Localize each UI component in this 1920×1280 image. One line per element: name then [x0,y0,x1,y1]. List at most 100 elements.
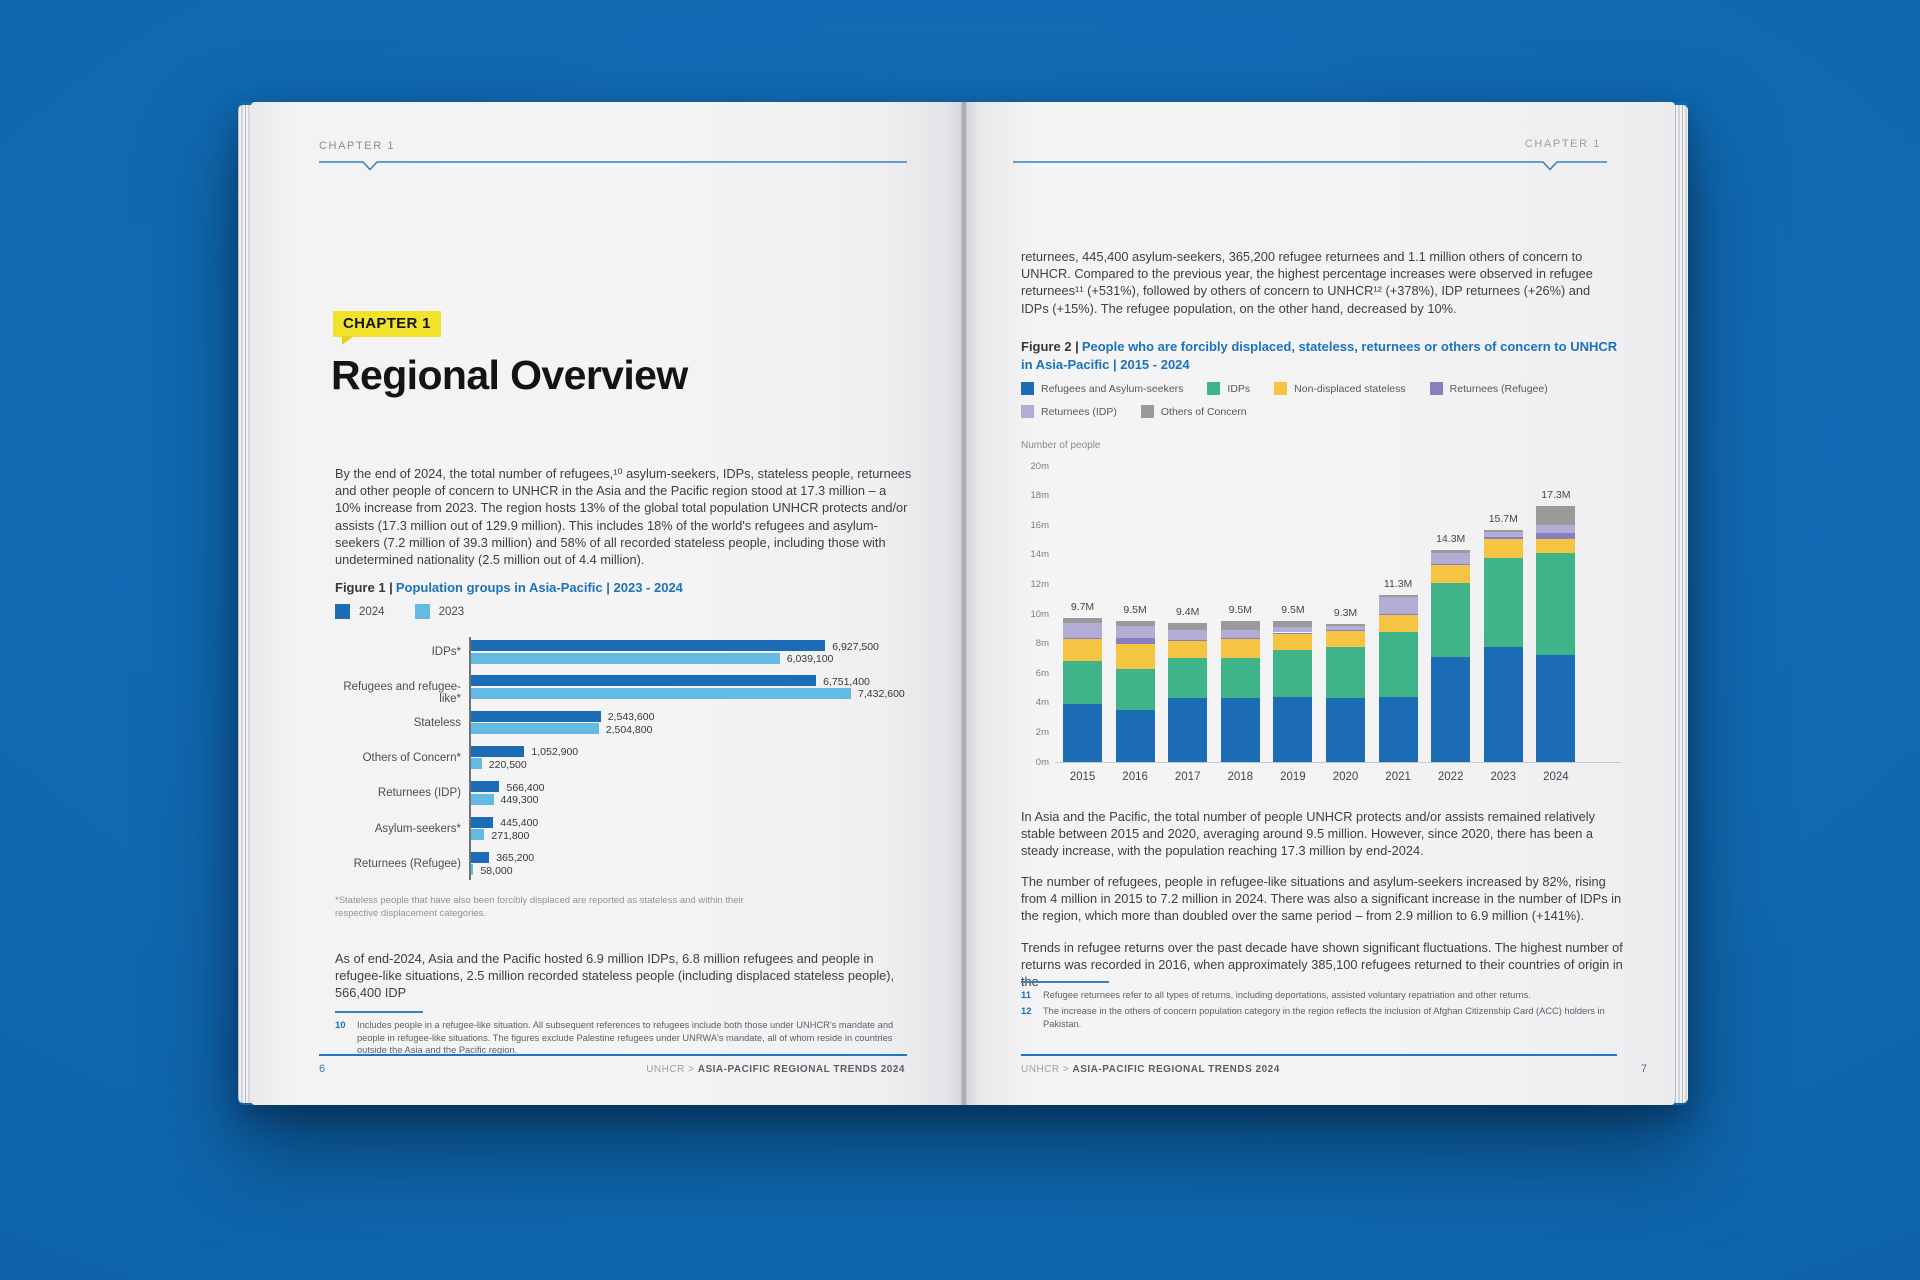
x-tick-label: 2017 [1174,771,1201,783]
bar-segment-Returnees (IDP) [1431,552,1471,564]
value-label: 6,039,100 [786,653,834,665]
page-stack-right [1675,105,1688,1103]
x-tick-label: 2016 [1122,771,1148,783]
footnote-text: The increase in the others of concern po… [1043,1006,1605,1029]
legend-swatch-2024 [335,604,350,619]
bar-segment-Others of Concern [1115,621,1155,626]
bar-segment-Returnees (Refugee) [1063,637,1102,639]
value-label: 6,927,500 [832,640,879,653]
figure2-legend-item: IDPs [1207,382,1250,395]
running-head: CHAPTER 1 [319,140,396,152]
bar-total-label: 9.5M [1228,604,1252,617]
bar-segment-IDPs [1168,657,1208,699]
legend-label: 2024 [359,605,385,618]
y-tick-label: 8m [1035,638,1049,650]
bar-segment-IDPs [1483,557,1523,647]
bar-total-label: 9.3M [1333,607,1358,620]
bar-total-label: 9.5M [1281,604,1305,617]
page-number: 7 [1640,1063,1647,1075]
running-head: CHAPTER 1 [1524,138,1601,150]
x-axis-baseline [1055,762,1621,763]
bar-segment-Non-displaced stateless [1168,641,1208,658]
x-tick-label: 2019 [1280,771,1306,783]
bar-total-label: 15.7M [1488,512,1518,525]
value-label: 365,200 [496,852,535,865]
bar-2023 [470,652,780,664]
value-label: 449,300 [500,794,539,807]
legend-swatch-2023 [414,604,430,619]
bar-segment-IDPs [1273,649,1313,697]
figure1-axis-line [469,637,471,880]
header-rule [319,161,907,171]
value-label: 445,400 [500,817,539,829]
x-tick-label: 2024 [1543,771,1569,783]
bar-segment-Others of Concern [1378,594,1418,598]
figure1-caption-prefix: Figure 1 | [335,580,393,595]
legend-swatch [1140,405,1154,418]
bar-segment-Returnees (IDP) [1220,630,1260,639]
figure2-legend-item: Returnees (IDP) [1021,405,1117,418]
body-paragraph-3: Trends in refugee returns over the past … [1021,940,1623,989]
footnote-number: 10 [335,1019,346,1031]
bar-segment-IDPs [1536,553,1576,656]
y-tick-label: 16m [1030,519,1049,531]
bar-total-label: 17.3M [1541,488,1571,501]
category-label: IDPs* [431,646,461,658]
value-label: 7,432,600 [858,688,905,701]
bar-segment-Non-displaced stateless [1220,639,1260,659]
bar-segment-Returnees (Refugee) [1431,563,1471,565]
figure1-caption: Figure 1 | Population groups in Asia-Paci… [335,579,683,597]
footnote-12: 12 The increase in the others of concern… [1021,1005,1641,1030]
legend-swatch [1274,382,1288,395]
figure1-bar-chart: IDPs* 6,927,500 6,039,100 Refugees and refu… [335,635,929,883]
figure2-stacked-chart: 20m 18m 16m 14m 12m 10m 8m 6m 4m 2m 0m 9.7M 2015 9.5M… [1021,454,1629,800]
bar-total-label: 9.5M [1123,604,1147,617]
footnote-separator [335,1011,423,1013]
figure1-legend: 2024 2023 [335,604,494,619]
bar-segment-Returnees (IDP) [1483,531,1523,538]
figure1-legend-item: 2023 [414,604,464,619]
bar-segment-Returnees (IDP) [1168,629,1208,640]
y-tick-label: 20m [1030,460,1049,472]
footnote-text: Refugee returnees refer to all types of … [1043,990,1531,1000]
figure2-caption-prefix: Figure 2 | [1021,339,1079,354]
bar-2023 [470,793,494,805]
value-label: 6,751,400 [823,675,870,688]
category-label: Returnees (Refugee) [353,857,461,870]
legend-swatch [1207,382,1221,395]
footnote-11: 11 Refugee returnees refer to all types … [1021,989,1641,1002]
legend-label: Refugees and Asylum-seekers [1041,382,1184,395]
page-right: CHAPTER 1 returnees, 445,400 asylum-seek… [963,102,1675,1105]
bar-segment-Refugees and Asylum-seekers [1536,655,1576,762]
footnote-text: Includes people in a refugee-like situat… [357,1020,894,1055]
bar-segment-Non-displaced stateless [1483,538,1523,558]
footer-text: UNHCR > ASIA-PACIFIC REGIONAL TRENDS 202… [646,1064,905,1075]
bar-segment-IDPs [1115,668,1155,711]
figure2-legend-row: Returnees (IDP) Others of Concern [1021,405,1271,418]
bar-segment-Returnees (IDP) [1063,622,1102,638]
book-spread: CHAPTER 1 CHAPTER 1 Regional Overview By… [238,102,1688,1105]
bar-segment-Non-displaced stateless [1431,564,1471,583]
category-label: Others of Concern* [362,751,461,764]
bar-segment-IDPs [1326,646,1365,699]
bar-2024 [470,745,525,757]
figure2-legend-item: Returnees (Refugee) [1429,382,1548,395]
value-label: 271,800 [491,829,530,842]
continuation-paragraph: returnees, 445,400 asylum-seekers, 365,2… [1021,249,1593,316]
bar-2024 [470,851,490,863]
bar-segment-Others of Concern [1273,621,1313,627]
bar-2024 [470,710,601,722]
x-tick-label: 2022 [1437,771,1464,783]
bar-segment-Returnees (Refugee) [1483,537,1523,539]
bar-segment-Others of Concern [1168,622,1208,630]
bar-segment-Non-displaced stateless [1063,638,1102,662]
footnote-number: 11 [1021,989,1032,1001]
y-tick-label: 14m [1030,549,1049,561]
bar-segment-Others of Concern [1220,621,1260,631]
x-tick-label: 2021 [1385,771,1411,783]
legend-label: Non-displaced stateless [1294,382,1406,395]
bar-segment-Returnees (IDP) [1326,626,1365,630]
bar-segment-Others of Concern [1431,550,1471,553]
bar-segment-Refugees and Asylum-seekers [1483,646,1523,762]
x-tick-label: 2015 [1069,771,1096,783]
